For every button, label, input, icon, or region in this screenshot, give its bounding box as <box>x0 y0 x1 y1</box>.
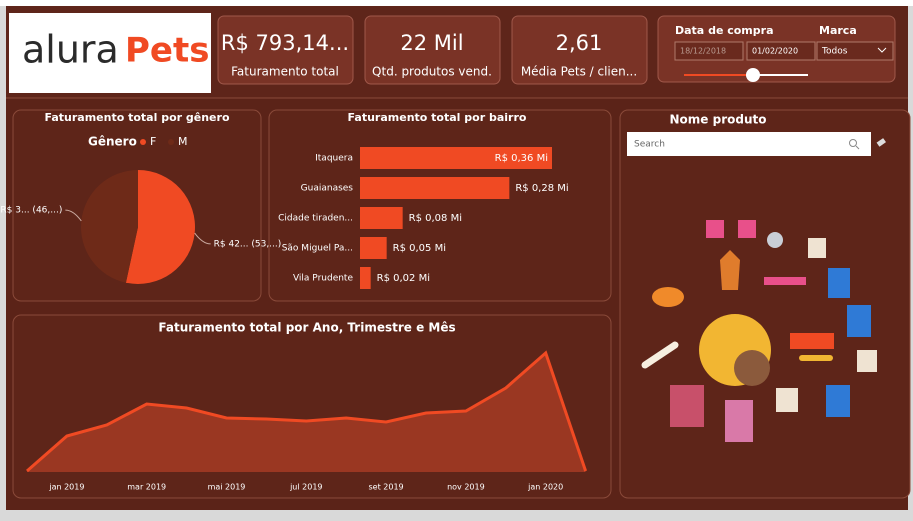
date-end[interactable]: 01/02/2020 <box>752 47 798 56</box>
y-tick-label: Vila Prudente <box>293 274 353 284</box>
product-image <box>828 268 850 298</box>
kpi-card <box>217 15 354 85</box>
kpi-value: 2,61 <box>556 31 603 55</box>
x-tick-label: mai 2019 <box>208 483 246 492</box>
product-image <box>767 232 783 248</box>
product-image <box>808 238 826 258</box>
x-tick-label: jan 2020 <box>527 483 563 492</box>
legend-label: M <box>178 135 188 148</box>
eraser-icon[interactable] <box>876 138 886 147</box>
brand-dropdown[interactable] <box>816 41 894 61</box>
area-line <box>26 350 588 473</box>
kpi-value: R$ 793,14... <box>221 31 349 55</box>
leader-line <box>194 232 211 245</box>
product-image <box>706 220 724 238</box>
product-image <box>725 400 753 442</box>
leader-line <box>65 209 82 222</box>
area-fill <box>27 353 586 472</box>
chart-title: Faturamento total por Ano, Trimestre e M… <box>158 321 455 335</box>
y-tick-label: Guaianases <box>301 184 354 194</box>
date-input[interactable] <box>674 41 744 61</box>
data-label: R$ 0,02 Mi <box>377 273 430 284</box>
data-label: R$ 0,05 Mi <box>393 243 446 254</box>
brand-value[interactable]: Todos <box>821 47 848 57</box>
bar <box>360 147 552 169</box>
date-input[interactable] <box>746 41 816 61</box>
bar <box>360 177 510 199</box>
product-image <box>734 350 770 386</box>
slider-handle[interactable] <box>746 68 760 82</box>
data-label: R$ 0,08 Mi <box>409 213 462 224</box>
data-label: R$ 0,36 Mi <box>495 153 548 164</box>
product-image <box>652 287 684 307</box>
search-icon <box>855 145 860 150</box>
product-image <box>641 341 679 369</box>
search-icon[interactable] <box>849 139 857 147</box>
y-tick-label: Itaquera <box>315 154 353 164</box>
legend-label: F <box>150 135 156 148</box>
kpi-card <box>364 15 501 85</box>
product-image <box>764 277 806 285</box>
kpi-card <box>511 15 648 85</box>
legend-swatch <box>140 139 146 145</box>
bar <box>360 237 387 259</box>
product-image <box>857 350 877 372</box>
bar <box>360 267 371 289</box>
kpi-label: Faturamento total <box>231 65 339 79</box>
product-image <box>670 385 704 427</box>
data-label: R$ 42... (53,...) <box>214 239 282 249</box>
logo-text: alura <box>22 28 119 72</box>
chart-title: Faturamento total por bairro <box>348 111 527 124</box>
dropdown-arrow <box>877 47 887 53</box>
data-label: R$ 0,28 Mi <box>515 183 568 194</box>
kpi-value: 22 Mil <box>400 31 463 55</box>
data-label: R$ 3... (46,...) <box>0 206 62 216</box>
product-images <box>641 220 877 442</box>
product-image <box>790 333 834 349</box>
product-image <box>738 220 756 238</box>
x-tick-label: set 2019 <box>369 483 404 492</box>
product-image <box>776 388 798 412</box>
date-start[interactable]: 18/12/2018 <box>680 47 726 56</box>
bar <box>360 207 403 229</box>
product-image <box>847 305 871 337</box>
x-tick-label: mar 2019 <box>127 483 166 492</box>
kpi-label: Média Pets / clien... <box>521 65 637 79</box>
y-tick-label: São Miguel Pa... <box>282 244 353 254</box>
logo-text: Pets <box>125 31 209 71</box>
search-placeholder[interactable]: Search <box>634 140 665 150</box>
legend-swatch <box>168 139 174 145</box>
kpi-label: Qtd. produtos vend. <box>372 65 492 79</box>
x-tick-label: jan 2019 <box>48 483 84 492</box>
x-tick-label: nov 2019 <box>447 483 485 492</box>
search-box[interactable] <box>627 132 871 156</box>
product-image <box>720 250 740 290</box>
product-image <box>826 385 850 417</box>
x-tick-label: jul 2019 <box>289 483 322 492</box>
legend-title: Gênero <box>88 135 137 149</box>
slicer-title: Nome produto <box>670 113 767 127</box>
ribbon-edge <box>0 0 913 6</box>
filter-title: Data de compra <box>675 24 774 37</box>
y-tick-label: Cidade tiraden... <box>278 214 353 224</box>
chart-title: Faturamento total por gênero <box>44 111 229 124</box>
pie-slice <box>80 170 138 283</box>
filter-title: Marca <box>819 24 857 37</box>
panel <box>268 109 612 302</box>
pie-slice <box>125 170 195 284</box>
logo-box <box>9 13 211 93</box>
